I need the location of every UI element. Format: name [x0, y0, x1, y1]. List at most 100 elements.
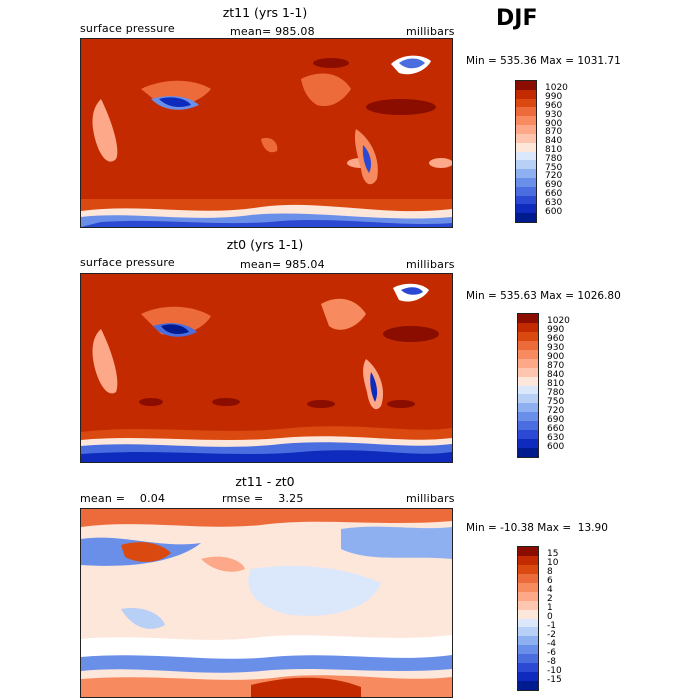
colorbar-tick-label: 720	[545, 171, 563, 182]
colorbar-segment	[518, 573, 538, 583]
colorbar-segment	[516, 160, 536, 170]
colorbar-segment	[518, 663, 538, 673]
colorbar-segment	[516, 195, 536, 205]
colorbar-segment	[518, 645, 538, 655]
colorbar-tick-label: -10	[547, 665, 562, 676]
colorbar-segment	[518, 681, 538, 690]
colorbar-segment	[518, 618, 538, 628]
colorbar-segment	[518, 412, 538, 422]
colorbar-segment	[516, 89, 536, 99]
panel-2-minmax: Min = 535.63 Max = 1026.80	[466, 290, 621, 302]
colorbar-segment	[518, 376, 538, 386]
colorbar-tick-label: 930	[545, 109, 563, 120]
colorbar-tick-label: 900	[547, 352, 565, 363]
colorbar-segment	[516, 98, 536, 108]
colorbar-tick-label: 2	[547, 594, 553, 605]
colorbar-segment	[516, 116, 536, 126]
colorbar-segment	[516, 204, 536, 214]
panel-3-map	[80, 508, 453, 698]
colorbar-tick-label: -6	[547, 647, 556, 658]
colorbar-segment	[518, 394, 538, 404]
panel-1-units-label: millibars	[406, 25, 455, 38]
colorbar-tick-label: 840	[545, 136, 563, 147]
colorbar-tick-label: 750	[547, 396, 565, 407]
colorbar-segment	[518, 672, 538, 682]
colorbar-segment	[516, 107, 536, 117]
colorbar-tick-label: 630	[547, 432, 565, 443]
colorbar-tick-label: 750	[545, 162, 563, 173]
colorbar-segment	[518, 385, 538, 395]
panel-2-title: zt0 (yrs 1-1)	[226, 237, 304, 252]
colorbar-tick-label: 600	[545, 206, 563, 217]
colorbar-segment	[518, 349, 538, 359]
colorbar-segment	[516, 133, 536, 143]
colorbar-tick-label: 8	[547, 567, 553, 578]
colorbar-tick-label: -8	[547, 656, 556, 667]
colorbar-tick-label: 780	[547, 387, 565, 398]
panel-3-rmse-label: rmse = 3.25	[222, 492, 304, 505]
colorbar-tick-label: 1020	[547, 316, 570, 327]
colorbar-tick-label: 690	[547, 414, 565, 425]
panel-2-mean-label: mean= 985.04	[240, 258, 325, 271]
colorbar-segment	[518, 421, 538, 431]
colorbar-segment	[518, 547, 538, 556]
colorbar-segment	[516, 81, 536, 90]
colorbar-tick-label: 960	[547, 334, 565, 345]
colorbar-segment	[518, 600, 538, 610]
colorbar-segment	[518, 582, 538, 592]
colorbar-segment	[518, 322, 538, 332]
colorbar-segment	[518, 636, 538, 646]
colorbar-segment	[518, 591, 538, 601]
panel-3-minmax: Min = -10.38 Max = 13.90	[466, 522, 608, 534]
colorbar-tick-label: -15	[547, 674, 562, 685]
panel-1-colorbar	[515, 80, 537, 223]
colorbar-tick-label: 4	[547, 585, 553, 596]
colorbar-segment	[518, 609, 538, 619]
colorbar-tick-label: 810	[547, 379, 565, 389]
colorbar-segment	[516, 186, 536, 196]
colorbar-segment	[516, 169, 536, 178]
season-label: DJF	[496, 6, 538, 31]
panel-2-colorbar-labels: 1020 990 960 930 900 870 840 810 780 750 720 690 660…	[547, 313, 587, 458]
colorbar-segment	[516, 213, 536, 222]
colorbar-tick-label: 660	[547, 423, 565, 434]
colorbar-segment	[518, 430, 538, 440]
colorbar-segment	[518, 439, 538, 449]
colorbar-tick-label: 6	[547, 576, 553, 587]
colorbar-segment	[516, 151, 536, 161]
colorbar-segment	[518, 627, 538, 637]
colorbar-segment	[518, 340, 538, 350]
colorbar-tick-label: 720	[547, 405, 565, 416]
colorbar-tick-label: 900	[545, 118, 563, 129]
colorbar-segment	[516, 142, 536, 152]
colorbar-segment	[518, 403, 538, 413]
colorbar-tick-label: 690	[545, 180, 563, 191]
colorbar-segment	[518, 654, 538, 664]
colorbar-tick-label: 840	[547, 370, 565, 381]
colorbar-tick-label: -1	[547, 620, 556, 631]
panel-1-title: zt11 (yrs 1-1)	[222, 5, 308, 20]
panel-3-units-label: millibars	[406, 492, 455, 505]
colorbar-tick-label: 15	[547, 549, 559, 560]
panel-3-colorbar-labels: 15 10 8 6 4 2 1 0 -1 -2 -4 -6 -8 -10 -15	[547, 546, 587, 691]
panel-2-units-label: millibars	[406, 258, 455, 271]
panel-2-map	[80, 273, 453, 463]
colorbar-segment	[518, 314, 538, 323]
colorbar-tick-label: 990	[547, 325, 565, 336]
panel-1-variable-label: surface pressure	[80, 22, 175, 35]
colorbar-tick-label: 930	[547, 343, 565, 354]
panel-1-mean-label: mean= 985.08	[230, 25, 315, 38]
colorbar-tick-label: 870	[545, 127, 563, 138]
colorbar-segment	[516, 125, 536, 134]
colorbar-tick-label: 0	[547, 612, 553, 622]
colorbar-tick-label: 990	[545, 92, 563, 103]
colorbar-segment	[518, 555, 538, 565]
colorbar-tick-label: -4	[547, 638, 556, 649]
colorbar-tick-label: 600	[547, 441, 565, 452]
panel-3-colorbar	[517, 546, 539, 691]
colorbar-tick-label: 870	[547, 361, 565, 372]
panel-1-minmax: Min = 535.36 Max = 1031.71	[466, 55, 621, 67]
colorbar-tick-label: 960	[545, 100, 563, 111]
panel-3-mean-label: mean = 0.04	[80, 492, 166, 505]
colorbar-segment	[518, 358, 538, 368]
